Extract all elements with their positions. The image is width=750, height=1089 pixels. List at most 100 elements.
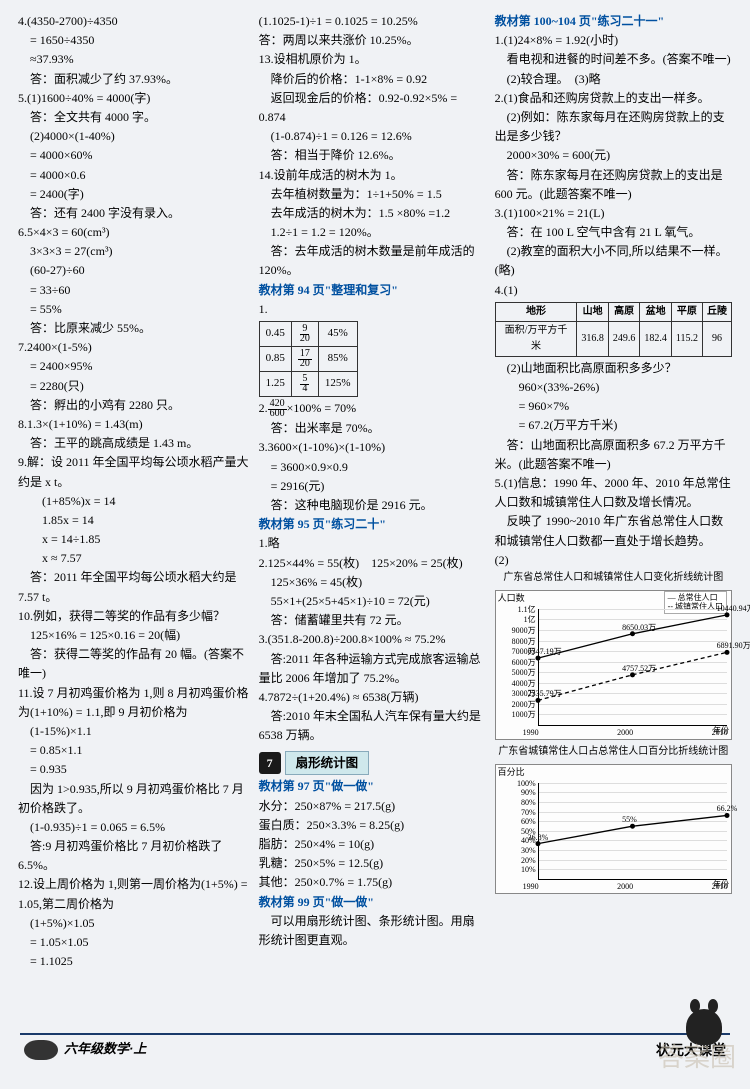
line: 答：获得二等奖的作品有 20 幅。(答案不唯一) (18, 645, 249, 683)
footer-left: 六年级数学·上 (64, 1039, 146, 1060)
line: = 2916(元) (259, 477, 485, 496)
section-header: 教材第 99 页"做一做" (259, 893, 485, 912)
line: = 0.85×1.1 (18, 741, 249, 760)
line: x = 14÷1.85 (18, 530, 249, 549)
line: = 4000×60% (18, 146, 249, 165)
line: 1.85x = 14 (18, 511, 249, 530)
column-2: (1.1025-1)÷1 = 0.1025 = 10.25% 答：两周以来共涨价… (259, 12, 485, 971)
terrain-table: 地形山地高原盆地平原丘陵 面积/万平方千米316.8249.6182.4115.… (495, 302, 732, 357)
line: 答：去年成活的树木数量是前年成活的 120%。 (259, 242, 485, 280)
column-1: 4.(4350-2700)÷4350 = 1650÷4350 ≈37.93% 答… (18, 12, 249, 971)
line: 2.420600×100% = 70% (259, 399, 485, 419)
line: = 1.1025 (18, 952, 249, 971)
line: 答:9 月初鸡蛋价格比 7 月初价格跌了 6.5%。 (18, 837, 249, 875)
line: 去年植树数量为：1÷1+50% = 1.5 (259, 185, 485, 204)
line: 看电视和进餐的时间差不多。(答案不唯一) (495, 50, 732, 69)
line: 3.3600×(1-10%)×(1-10%) (259, 438, 485, 457)
line: 1.(1)24×8% = 1.92(小时) (495, 31, 732, 50)
line: ≈37.93% (18, 50, 249, 69)
line: 可以用扇形统计图、条形统计图。用扇形统计图更直观。 (259, 912, 485, 950)
line: 答：还有 2400 字没有录入。 (18, 204, 249, 223)
section-header: 教材第 97 页"做一做" (259, 777, 485, 796)
line: 因为 1>0.935,所以 9 月初鸡蛋价格比 7 月初价格跌了。 (18, 780, 249, 818)
line: = 2280(只) (18, 377, 249, 396)
line: 答：孵出的小鸡有 2280 只。 (18, 396, 249, 415)
line: = 55% (18, 300, 249, 319)
line: = 960×7% (495, 397, 732, 416)
line: 答：相当于降价 12.6%。 (259, 146, 485, 165)
line: 答：陈东家每月在还购房贷款上的支出是 600 元。(此题答案不唯一) (495, 166, 732, 204)
line: 答：这种电脑现价是 2916 元。 (259, 496, 485, 515)
line: (2)4000×(1-40%) (18, 127, 249, 146)
line: 其他：250×0.7% = 1.75(g) (259, 873, 485, 892)
footer: 六年级数学·上 状元大课堂 (0, 1039, 750, 1061)
line: 1.略 (259, 534, 485, 553)
line: (1+5%)×1.05 (18, 914, 249, 933)
line: 11.设 7 月初鸡蛋价格为 1,则 8 月初鸡蛋价格为(1+10%) = 1.… (18, 684, 249, 722)
line: = 1.05×1.05 (18, 933, 249, 952)
line: 脂肪：250×4% = 10(g) (259, 835, 485, 854)
line: 4.(1) (495, 281, 732, 300)
line: 答：比原来减少 55%。 (18, 319, 249, 338)
line: = 33÷60 (18, 281, 249, 300)
line: 水分：250×87% = 217.5(g) (259, 797, 485, 816)
line: (2) (495, 551, 732, 570)
chart-title: 广东省城镇常住人口占总常住人口百分比折线统计图 (495, 744, 732, 760)
footer-rule (20, 1033, 730, 1035)
line: 5.(1)信息：1990 年、2000 年、2010 年总常住人口数和城镇常住人… (495, 474, 732, 512)
line: 14.设前年成活的树木为 1。 (259, 166, 485, 185)
line: 1. (259, 300, 485, 319)
chapter-header: 7 扇形统计图 (259, 751, 485, 775)
line: = 2400×95% (18, 357, 249, 376)
line: 答：全文共有 4000 字。 (18, 108, 249, 127)
line: (1.1025-1)÷1 = 0.1025 = 10.25% (259, 12, 485, 31)
section-header: 教材第 95 页"练习二十" (259, 515, 485, 534)
line: (1+85%)x = 14 (18, 492, 249, 511)
line: (2)较合理。 (3)略 (495, 70, 732, 89)
line: (1-15%)×1.1 (18, 722, 249, 741)
line: 8.1.3×(1+10%) = 1.43(m) (18, 415, 249, 434)
section-header: 教材第 100~104 页"练习二十一" (495, 12, 732, 31)
line: (60-27)÷60 (18, 261, 249, 280)
line: 乳糖：250×5% = 12.5(g) (259, 854, 485, 873)
line: 返回现金后的价格：0.92-0.92×5% = 0.874 (259, 89, 485, 127)
line: 答：出米率是 70%。 (259, 419, 485, 438)
line: 10.例如，获得二等奖的作品有多少幅？ (18, 607, 249, 626)
line: (1-0.874)÷1 = 0.126 = 12.6% (259, 127, 485, 146)
fraction-table: 0.4592045% 0.85172085% 1.2554125% (259, 321, 358, 397)
line: 答：2011 年全国平均每公顷水稻大约是 7.57 t。 (18, 568, 249, 606)
line: 反映了 1990~2010 年广东省总常住人口数和城镇常住人口数都一直处于增长趋… (495, 512, 732, 550)
badge-icon (24, 1040, 58, 1060)
line: = 3600×0.9×0.9 (259, 458, 485, 477)
line: = 2400(字) (18, 185, 249, 204)
line: 答:2010 年末全国私人汽车保有量大约是 6538 万辆。 (259, 707, 485, 745)
line: = 4000×0.6 (18, 166, 249, 185)
line: 答：面积减少了约 37.93%。 (18, 70, 249, 89)
line: = 67.2(万平方千米) (495, 416, 732, 435)
line: 答：储蓄罐里共有 72 元。 (259, 611, 485, 630)
line: 答：在 100 L 空气中含有 21 L 氧气。 (495, 223, 732, 242)
line: 125×16% = 125×0.16 = 20(幅) (18, 626, 249, 645)
watermark: 答案圈 (658, 1037, 736, 1079)
line: = 1650÷4350 (18, 31, 249, 50)
section-header: 教材第 94 页"整理和复习" (259, 281, 485, 300)
line: 12.设上周价格为 1,则第一周价格为(1+5%) = 1.05,第二周价格为 (18, 875, 249, 913)
line: = 0.935 (18, 760, 249, 779)
percentage-chart: 百分比10%20%30%40%50%60%70%80%90%100%199020… (495, 764, 732, 894)
line: 3.(1)100×21% = 21(L) (495, 204, 732, 223)
line: (2)山地面积比高原面积多多少？ (495, 359, 732, 378)
line: 55×1+(25×5+45×1)÷10 = 72(元) (259, 592, 485, 611)
population-chart: 人口数— 总常住人口-- 城镇常住人口1000万2000万3000万4000万5… (495, 590, 732, 740)
chart-title: 广东省总常住人口和城镇常住人口变化折线统计图 (495, 570, 732, 586)
column-3: 教材第 100~104 页"练习二十一" 1.(1)24×8% = 1.92(小… (495, 12, 732, 971)
line: 2000×30% = 600(元) (495, 146, 732, 165)
line: 蛋白质：250×3.3% = 8.25(g) (259, 816, 485, 835)
line: 125×36% = 45(枚) (259, 573, 485, 592)
line: 答：王平的跳高成绩是 1.43 m。 (18, 434, 249, 453)
line: 答：山地面积比高原面积多 67.2 万平方千米。(此题答案不唯一) (495, 436, 732, 474)
line: 4.7872÷(1+20.4%) ≈ 6538(万辆) (259, 688, 485, 707)
chapter-number: 7 (259, 752, 281, 774)
line: 1.2÷1 = 1.2 = 120%。 (259, 223, 485, 242)
line: (2)例如：陈东家每月在还购房贷款上的支出是多少钱？ (495, 108, 732, 146)
line: (1-0.935)÷1 = 0.065 = 6.5% (18, 818, 249, 837)
